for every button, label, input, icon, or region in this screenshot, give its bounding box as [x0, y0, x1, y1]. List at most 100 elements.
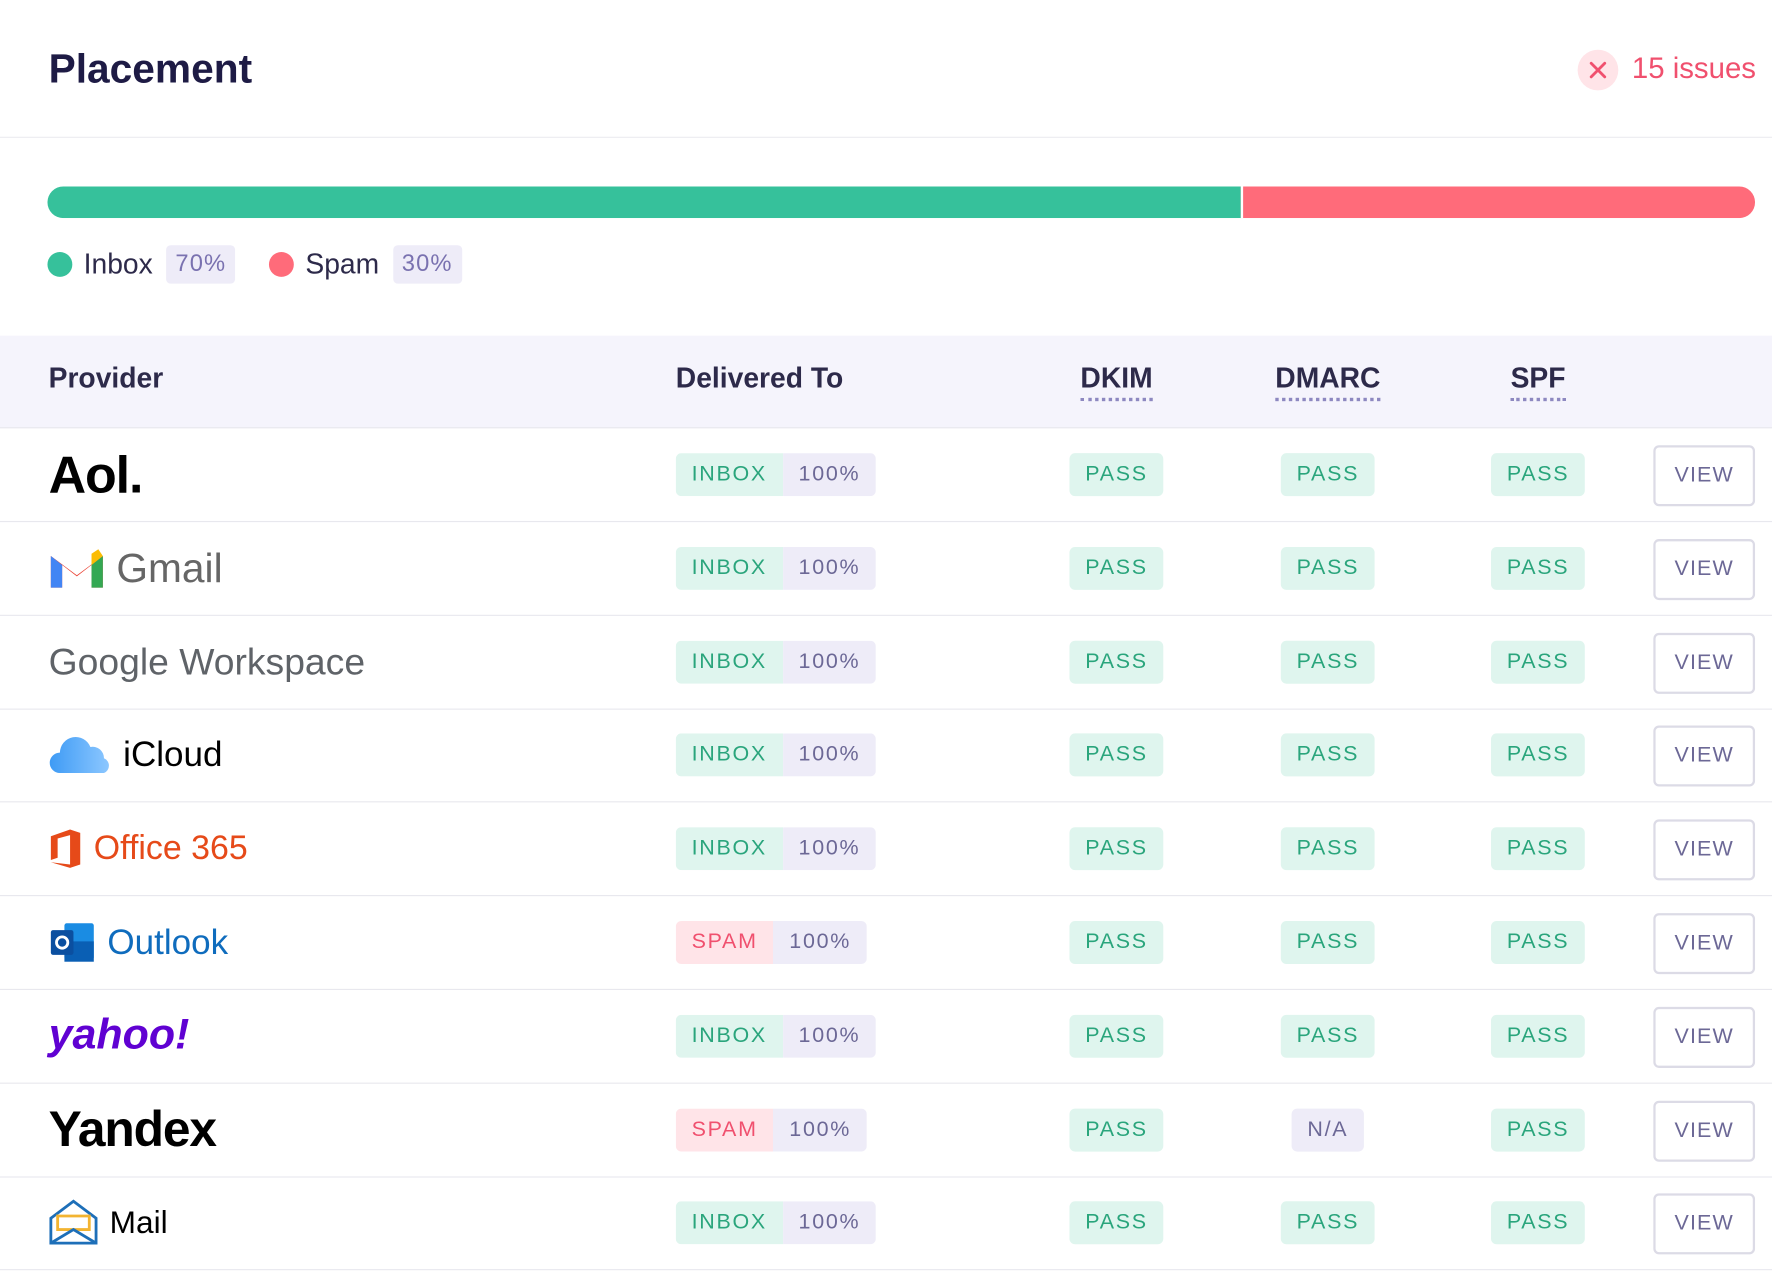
issues-count[interactable]: 15 issues [1631, 50, 1756, 85]
delivered-badge: INBOX 100% [675, 733, 877, 777]
delivered-to: INBOX [675, 1014, 783, 1058]
dkim-status: PASS [1069, 546, 1164, 590]
dmarc-status: PASS [1280, 827, 1375, 871]
provider: iCloud [49, 709, 223, 802]
delivered-badge: INBOX 100% [675, 546, 877, 590]
dkim-status: PASS [1069, 921, 1164, 964]
legend-item: Inbox 70% [47, 245, 236, 284]
delivered-percent: 100% [782, 453, 877, 497]
delivered-badge: SPAM 100% [675, 921, 867, 964]
delivered-to: INBOX [675, 733, 783, 777]
provider: Yandex [49, 1083, 217, 1176]
table-row: Aol. INBOX 100% PASS PASS PASS VIEW [0, 428, 1772, 523]
dmarc-status: N/A [1291, 1108, 1365, 1152]
bar-segment [1241, 186, 1756, 219]
delivered-percent: 100% [773, 1108, 867, 1152]
delivered-badge: INBOX 100% [675, 453, 877, 497]
table-row: Office 365 INBOX 100% PASS PASS PASS VIEW [0, 803, 1772, 897]
provider: yahoo! [49, 990, 190, 1083]
dkim-status: PASS [1069, 1201, 1164, 1245]
column-header: Provider [48, 362, 164, 395]
delivered-percent: 100% [773, 921, 867, 964]
view-button[interactable]: VIEW [1653, 632, 1756, 694]
spf-status: PASS [1491, 453, 1586, 497]
provider-name: yahoo! [48, 1011, 190, 1060]
delivered-to: INBOX [675, 546, 783, 590]
provider: Office 365 [49, 803, 248, 896]
delivered-to: INBOX [675, 827, 783, 871]
delivered-to: SPAM [675, 1108, 774, 1152]
delivered-to: INBOX [675, 640, 783, 684]
delivered-badge: INBOX 100% [675, 827, 877, 871]
dkim-status: PASS [1069, 733, 1164, 777]
bar-segment [47, 186, 1242, 219]
table-row: Mail INBOX 100% PASS PASS PASS VIEW [0, 1177, 1772, 1271]
view-button[interactable]: VIEW [1653, 913, 1756, 975]
provider-name: Office 365 [93, 829, 248, 867]
spf-status: PASS [1491, 733, 1586, 777]
spf-status: PASS [1491, 1108, 1586, 1152]
table-row: Yandex SPAM 100% PASS N/A PASS VIEW [0, 1083, 1772, 1178]
placement-bar [47, 186, 1756, 219]
spf-status: PASS [1491, 1201, 1586, 1245]
table-row: yahoo! INBOX 100% PASS PASS PASS VIEW [0, 990, 1772, 1084]
provider-name: iCloud [123, 735, 223, 775]
dmarc-status: PASS [1280, 453, 1375, 497]
view-button[interactable]: VIEW [1653, 725, 1756, 787]
provider-name: Outlook [107, 922, 229, 962]
dmarc-status: PASS [1280, 1201, 1375, 1245]
title: Placement [48, 45, 253, 92]
dmarc-status: PASS [1280, 733, 1375, 777]
dmarc-status: PASS [1280, 921, 1375, 964]
view-button[interactable]: VIEW [1653, 538, 1756, 600]
delivered-badge: INBOX 100% [675, 640, 877, 684]
dkim-status: PASS [1069, 1108, 1164, 1152]
delivered-percent: 100% [782, 733, 877, 777]
delivered-badge: INBOX 100% [675, 1014, 877, 1058]
provider: Gmail [49, 522, 223, 615]
legend-label: Inbox [83, 248, 153, 280]
view-button[interactable]: VIEW [1653, 445, 1756, 507]
legend-value: 30% [392, 245, 462, 284]
legend-dot [269, 252, 295, 277]
divider [0, 136, 1772, 138]
column-header: DKIM [1080, 363, 1153, 402]
delivered-to: INBOX [675, 453, 783, 497]
delivered-percent: 100% [782, 1201, 877, 1245]
delivered-percent: 100% [782, 640, 877, 684]
view-button[interactable]: VIEW [1653, 819, 1756, 881]
delivered-to: INBOX [675, 1201, 783, 1245]
provider: Google Workspace [49, 615, 365, 708]
table-header: Provider Delivered To DKIM DMARC SPF [0, 335, 1772, 429]
spf-status: PASS [1491, 921, 1586, 964]
dmarc-status: PASS [1280, 640, 1375, 684]
legend-label: Spam [305, 248, 380, 280]
view-button[interactable]: VIEW [1653, 1193, 1756, 1255]
view-button[interactable]: VIEW [1653, 1006, 1756, 1068]
provider: Outlook [49, 896, 229, 989]
legend: Inbox 70% Spam 30% [47, 245, 495, 284]
delivered-badge: INBOX 100% [675, 1201, 877, 1245]
delivered-percent: 100% [782, 546, 877, 590]
dkim-status: PASS [1069, 453, 1164, 497]
table-row: Outlook SPAM 100% PASS PASS PASS VIEW [0, 896, 1772, 990]
table-row: Google Workspace INBOX 100% PASS PASS PASS VIE… [0, 615, 1772, 710]
table-row: iCloud INBOX 100% PASS PASS PASS VIEW [0, 709, 1772, 803]
provider-name: Aol. [48, 445, 144, 505]
issue-icon [1577, 49, 1619, 91]
column-header: SPF [1510, 363, 1566, 402]
delivered-percent: 100% [782, 1014, 877, 1058]
dkim-status: PASS [1069, 640, 1164, 684]
view-button[interactable]: VIEW [1653, 1100, 1756, 1162]
delivered-to: SPAM [675, 921, 774, 964]
provider: Aol. [48, 428, 144, 521]
provider-name: Gmail [116, 544, 223, 591]
legend-item: Spam 30% [269, 245, 462, 284]
dkim-status: PASS [1069, 1014, 1164, 1058]
table-row: Gmail INBOX 100% PASS PASS PASS VIEW [0, 522, 1772, 616]
provider-name: Mail [109, 1205, 168, 1241]
dmarc-status: PASS [1280, 546, 1375, 590]
legend-dot [47, 252, 73, 277]
delivered-badge: SPAM 100% [675, 1108, 867, 1152]
